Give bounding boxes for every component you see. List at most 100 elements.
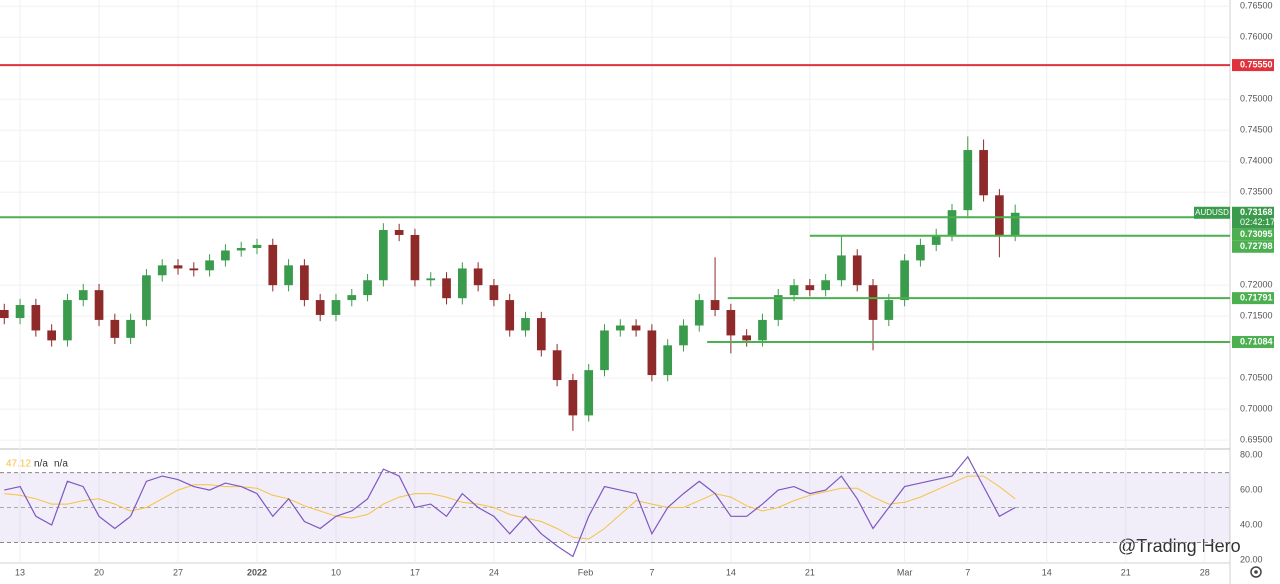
candle-body [331,300,341,315]
candle-body [647,330,657,376]
candle-body [94,290,104,320]
candle-body [315,300,325,315]
y-tick-label: 0.72000 [1240,280,1273,290]
y-tick-label: 0.74000 [1240,156,1273,166]
candle-body [568,380,578,416]
x-tick-label: 2022 [247,567,267,577]
candle-body [236,247,246,251]
x-tick-label: 24 [489,567,499,577]
candle-body [410,234,420,281]
candle-body [489,285,499,301]
x-tick-label: 7 [965,567,970,577]
candle-body [963,150,973,211]
candle-body [631,325,641,331]
level-label: 0.71791 [1240,293,1273,303]
candle-body [284,265,293,286]
candle-body [189,268,199,271]
x-tick-label: 10 [331,567,341,577]
candle-body [442,278,451,299]
level-tag [1232,240,1274,253]
rsi-tick-label: 60.00 [1240,484,1263,494]
candle-body [252,244,262,248]
candle-body [552,350,562,381]
level-tag [1232,228,1274,241]
candle-body [157,265,167,276]
candle-body [110,319,120,338]
x-tick-label: 13 [15,567,25,577]
x-tick-label: 27 [173,567,183,577]
candle-body [521,318,530,331]
x-tick-label: 28 [1200,567,1210,577]
candle-body [63,300,72,341]
symbol-label: AUDUSD [1195,208,1229,217]
candle-body [363,280,372,296]
candle-body [947,210,957,235]
price-tag [1232,206,1274,229]
symbol-tag [1194,206,1230,219]
candle-body [221,250,230,261]
candle-body [394,230,404,235]
candle-body [710,300,720,310]
rsi-legend: n/a [34,459,48,470]
candle-body [536,318,546,351]
rsi-line [4,455,1016,558]
candle-body [505,300,515,331]
settings-icon[interactable] [1250,566,1262,578]
level-tag [1232,59,1274,72]
candle-body [126,319,135,338]
candle-body [837,255,846,281]
candle-body [868,285,878,320]
y-tick-label: 0.70500 [1240,373,1273,383]
candle-body [15,305,25,319]
candle-body [1010,212,1020,235]
x-tick-label: 7 [649,567,654,577]
candle-body [31,305,41,331]
candle-body [205,260,214,271]
candle-body [663,345,673,376]
candle-body [379,230,388,281]
candle-body [789,285,799,296]
level-tag [1232,335,1274,348]
level-label: 0.71084 [1240,336,1273,346]
candle-body [979,150,988,196]
x-tick-label: Mar [897,567,913,577]
y-tick-label: 0.69500 [1240,435,1273,445]
y-tick-label: 0.76000 [1240,32,1273,42]
candle-body [805,285,815,291]
candle-body [268,244,278,286]
y-tick-label: 0.70000 [1240,404,1273,414]
candle-body [615,325,625,331]
countdown: 02:42:17 [1240,217,1275,227]
y-tick-label: 0.76500 [1240,1,1273,11]
y-tick-label: 0.71500 [1240,311,1273,321]
candle-body [758,319,767,341]
candle-body [78,290,88,301]
candle-body [457,268,467,299]
candle-body [931,234,941,245]
candle-body [0,309,9,319]
x-tick-label: 21 [1121,567,1131,577]
grid [0,0,1230,563]
candle-body [473,268,483,286]
x-tick-label: 20 [94,567,104,577]
candle-body [426,278,436,281]
y-tick-label: 0.74500 [1240,125,1273,135]
candle-body [884,300,894,320]
candle-body [916,244,925,261]
x-tick-label: 14 [726,567,736,577]
rsi-tick-label: 80.00 [1240,449,1263,459]
level-label: 0.75550 [1240,59,1273,69]
level-tag [1232,292,1274,305]
rsi-legend: n/a [54,459,68,470]
candle-body [995,195,1004,235]
candle-body [694,300,704,326]
y-tick-label: 0.75000 [1240,94,1273,104]
candle-body [900,260,909,301]
candle-body [821,280,830,291]
candle-body [584,370,594,416]
candle-body [726,309,736,336]
candle-body [47,330,56,341]
